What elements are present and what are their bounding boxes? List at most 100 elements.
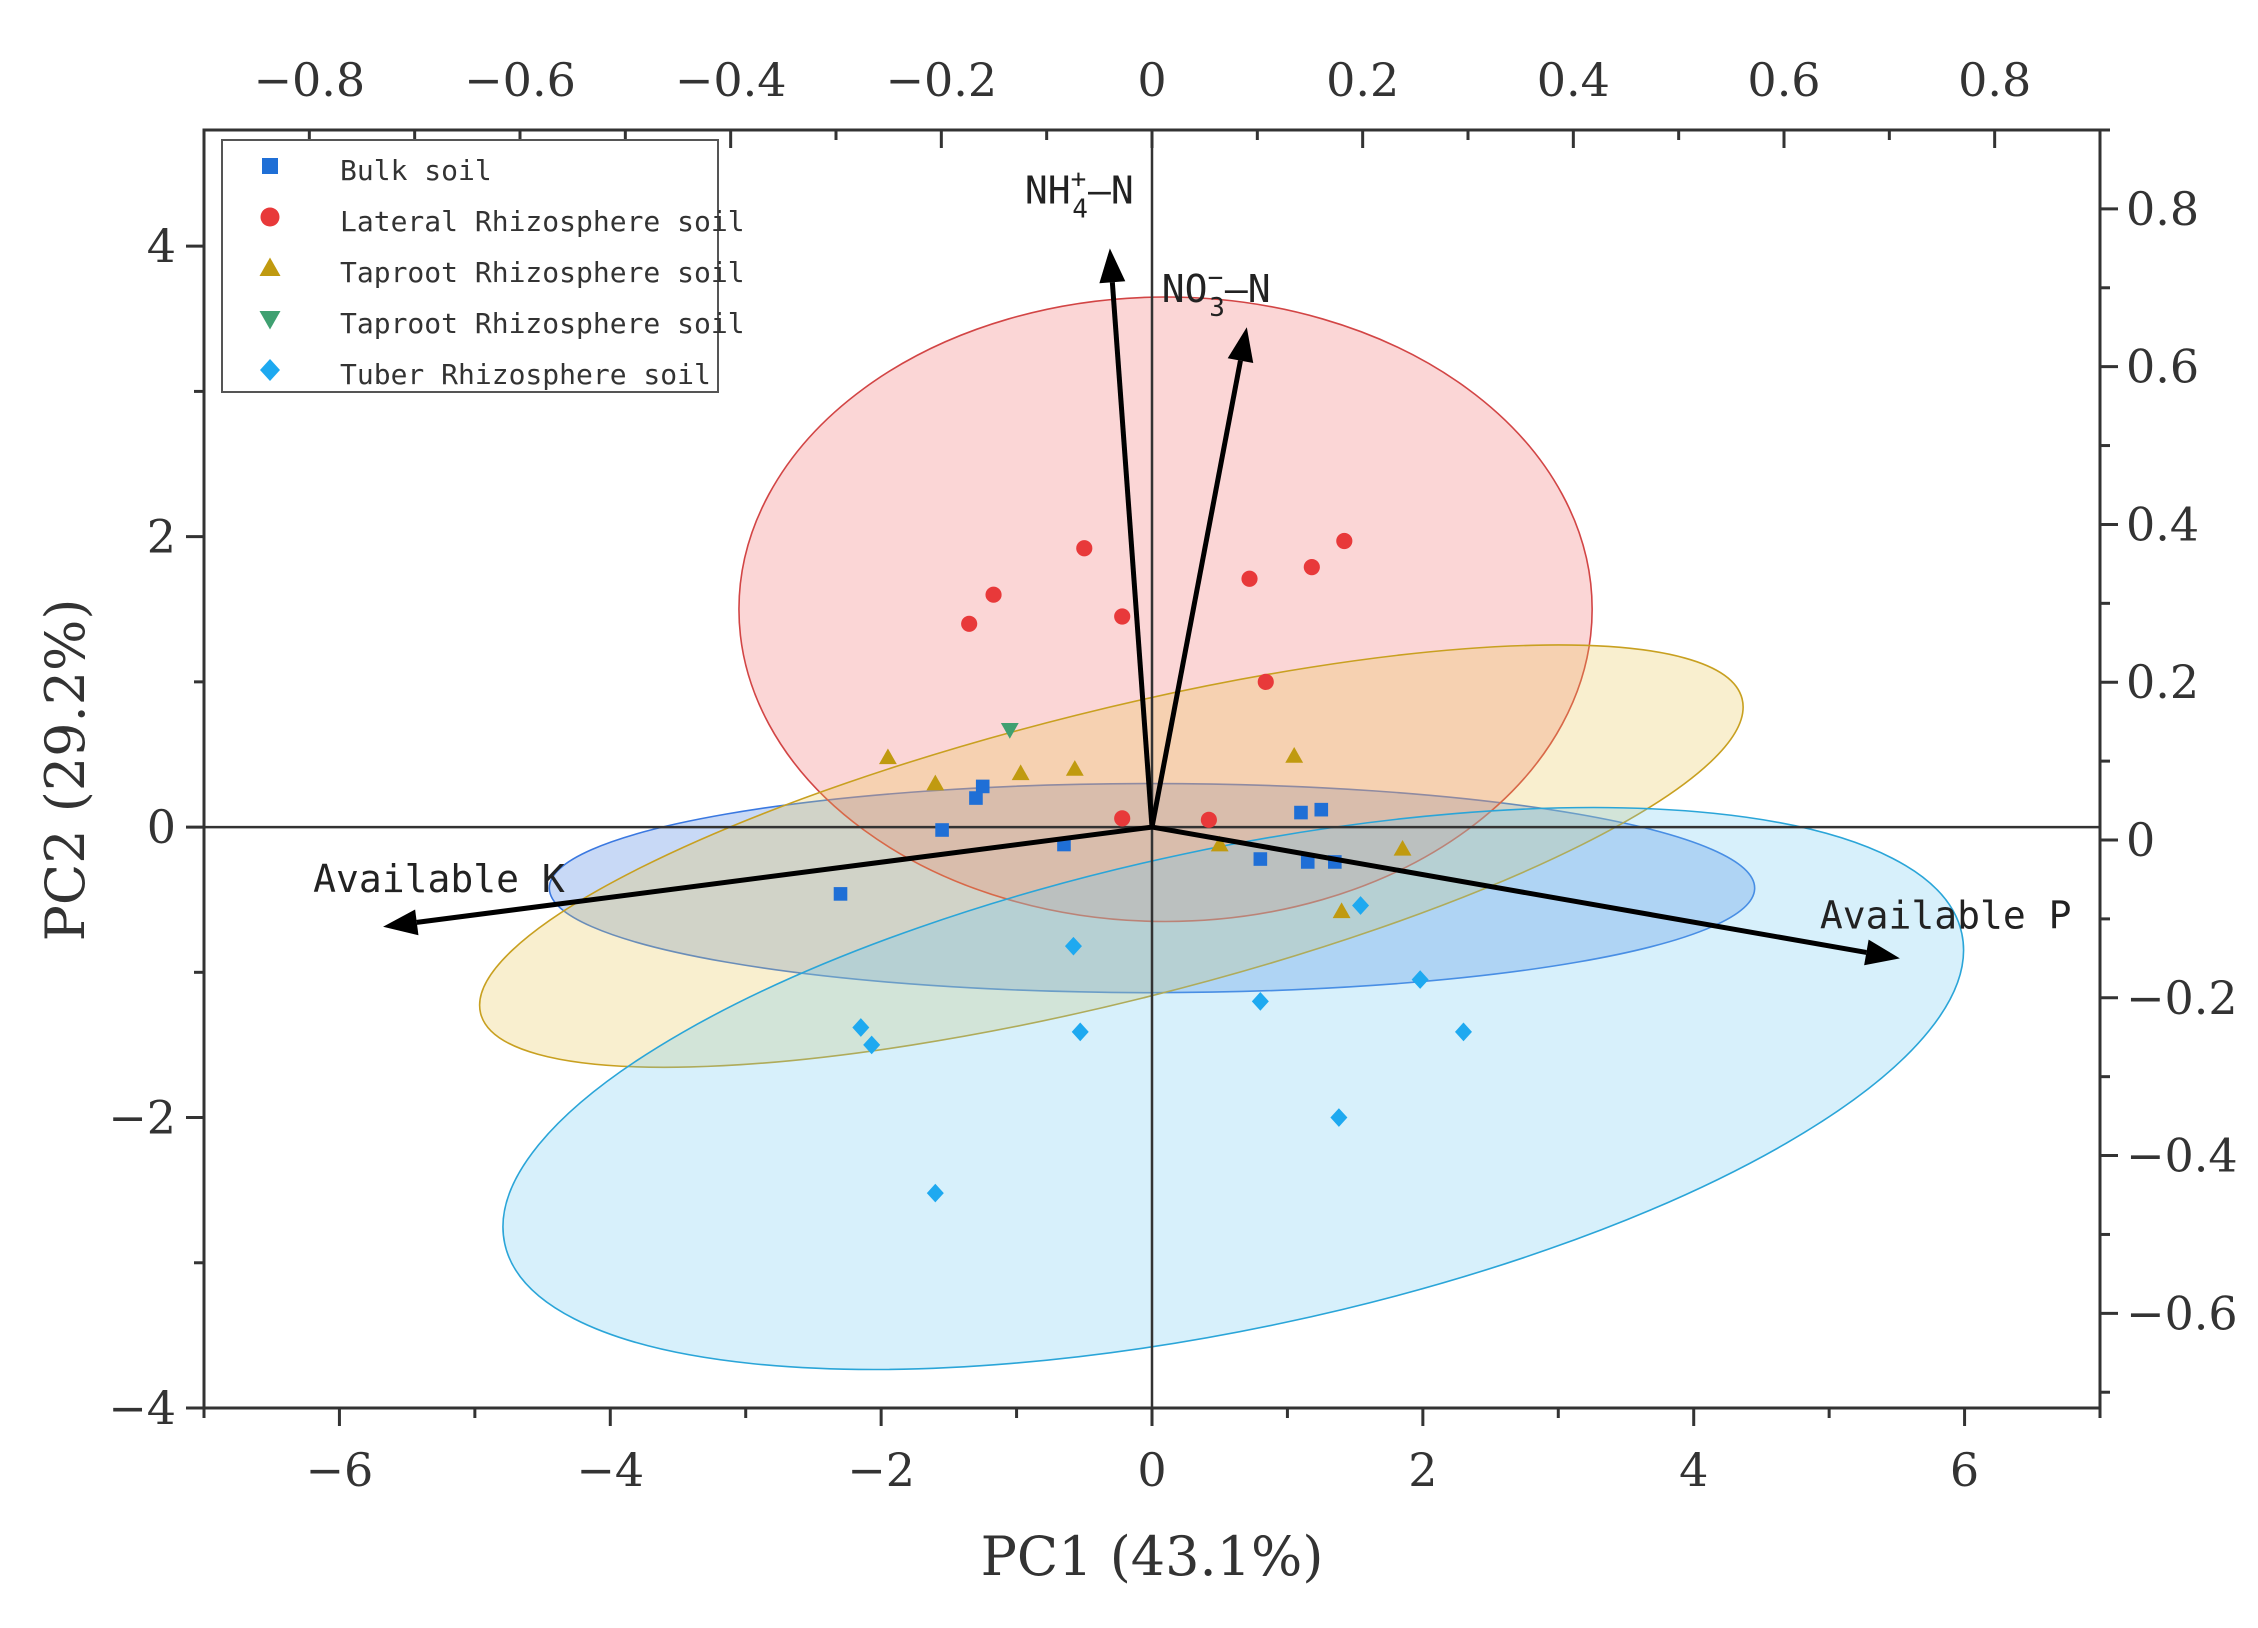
y-tick-label: −4: [108, 1381, 176, 1435]
point-s1-1: [833, 887, 848, 901]
point-s5-4: [1064, 936, 1082, 956]
point-s1-8: [1314, 802, 1329, 817]
legend-label-2: Lateral Rhizosphere soil: [340, 205, 745, 238]
loading-vector-4: [1151, 824, 1867, 955]
x-tick-label: 0: [1137, 1443, 1166, 1497]
loading-arrowhead-2: [1227, 327, 1254, 364]
loading-arrowhead-4: [1864, 939, 1900, 966]
top-tick-label: −0.8: [253, 53, 365, 107]
legend: Bulk soil Lateral Rhizosphere soil Taproot…: [221, 139, 745, 393]
legend-marker-1: [262, 158, 278, 174]
point-s1-7: [1294, 805, 1308, 820]
x-tick-label: 2: [1408, 1443, 1437, 1497]
points-layer: [833, 532, 1472, 1203]
ellipses-layer: [478, 296, 1965, 1371]
vector-label-3: Available K: [313, 857, 565, 901]
confidence-ellipse-2: [738, 296, 1593, 923]
y-tick-label: 4: [147, 219, 176, 273]
point-s3-4: [1065, 760, 1084, 776]
legend-marker-3: [259, 257, 281, 276]
point-s3-3: [1011, 764, 1030, 781]
right-tick-label: 0.6: [2126, 340, 2199, 394]
point-s2-10: [1200, 811, 1217, 828]
top-tick-label: 0.4: [1537, 53, 1610, 107]
x-tick-label: −4: [576, 1443, 644, 1497]
point-s1-4: [969, 791, 983, 805]
point-s2-3: [1076, 540, 1093, 557]
point-s3-2: [926, 774, 945, 791]
point-s5-8: [1352, 896, 1370, 915]
legend-label-5: Tuber Rhizosphere soil: [340, 358, 711, 391]
legend-box: [221, 139, 719, 393]
point-s3-8: [1393, 839, 1412, 856]
point-s2-4: [1114, 608, 1131, 625]
vector-label-4: Available P: [1820, 893, 2072, 937]
x-tick-label: 6: [1950, 1443, 1979, 1497]
bottom-axis: −6 −4 −2 0 2 4 6: [202, 1408, 2102, 1497]
loading-vector-3: [416, 824, 1153, 925]
loading-arrowhead-1: [1099, 248, 1126, 284]
x-tick-label: 4: [1679, 1443, 1708, 1497]
point-s2-9: [1114, 810, 1131, 827]
point-s1-9: [1300, 855, 1315, 869]
vector-label-2: NO− 3–N: [1162, 263, 1271, 323]
loading-arrowhead-3: [383, 909, 419, 936]
right-tick-label: −0.4: [2126, 1129, 2238, 1183]
right-tick-label: 0.2: [2126, 655, 2199, 709]
x-axis-title: PC1 (43.1%): [981, 1525, 1324, 1588]
point-s3-5: [1285, 747, 1304, 763]
point-s2-6: [1303, 559, 1320, 576]
point-s5-1: [852, 1018, 870, 1037]
point-s1-6: [1253, 852, 1268, 866]
right-axis: −0.6 −0.4 −0.2 0 0.2 0.4 0.6 0.8: [2100, 128, 2238, 1394]
x-tick-label: −6: [306, 1443, 374, 1497]
point-s5-10: [1454, 1022, 1472, 1042]
vector-label-1: NH+ 4–N: [1025, 164, 1134, 224]
point-s1-2: [935, 823, 949, 837]
legend-label-3: Taproot Rhizosphere soil: [340, 256, 745, 289]
top-axis: −0.8 −0.6 −0.4 −0.2 0 0.2 0.4 0.6 0.8: [202, 53, 2102, 148]
point-s2-2: [985, 586, 1002, 603]
legend-marker-5: [260, 359, 280, 381]
right-tick-label: 0.4: [2126, 497, 2199, 551]
point-s4-1: [1000, 722, 1019, 739]
y-tick-label: −2: [108, 1091, 176, 1145]
top-tick-label: 0: [1137, 53, 1166, 107]
legend-label-1: Bulk soil: [340, 154, 492, 187]
legend-marker-4: [259, 311, 281, 330]
point-s2-5: [1241, 570, 1258, 587]
x-tick-label: −2: [847, 1443, 915, 1497]
point-s5-6: [1251, 992, 1269, 1011]
top-tick-label: −0.6: [464, 53, 576, 107]
point-s5-2: [863, 1035, 881, 1055]
legend-label-4: Taproot Rhizosphere soil: [340, 307, 745, 340]
right-tick-label: 0.8: [2126, 182, 2199, 236]
y-axis-title: PC2 (29.2%): [34, 599, 97, 942]
loading-vector-2: [1149, 360, 1243, 828]
point-s5-7: [1330, 1108, 1348, 1127]
top-tick-label: 0.2: [1326, 53, 1399, 107]
right-tick-label: −0.2: [2126, 971, 2238, 1025]
right-tick-label: −0.6: [2126, 1286, 2238, 1340]
point-s1-3: [975, 779, 990, 794]
point-s5-9: [1411, 970, 1429, 989]
top-tick-label: −0.4: [675, 53, 787, 107]
legend-marker-2: [260, 207, 280, 227]
left-axis: −4 −2 0 2 4: [108, 219, 204, 1435]
top-tick-label: −0.2: [885, 53, 997, 107]
point-s3-7: [1332, 902, 1351, 919]
top-tick-label: 0.6: [1747, 53, 1820, 107]
y-tick-label: 0: [147, 800, 176, 854]
top-tick-label: 0.8: [1958, 53, 2031, 107]
point-s2-8: [1257, 673, 1274, 690]
confidence-ellipse-5: [502, 806, 1965, 1371]
point-s3-1: [878, 748, 897, 765]
confidence-ellipse-3: [478, 644, 1744, 1069]
loading-vector-1: [1109, 282, 1155, 828]
point-s3-6: [1210, 835, 1229, 852]
y-tick-label: 2: [147, 510, 176, 564]
point-s5-3: [926, 1183, 944, 1203]
point-s5-5: [1071, 1022, 1089, 1042]
point-s2-1: [961, 615, 978, 632]
